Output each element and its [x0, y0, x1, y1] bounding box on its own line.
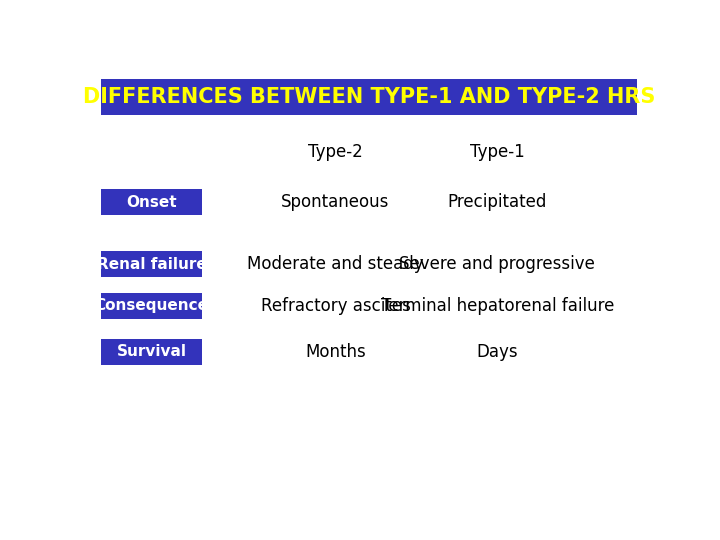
FancyBboxPatch shape [101, 252, 202, 277]
Text: Type-1: Type-1 [470, 143, 525, 161]
Text: Consequence: Consequence [94, 299, 208, 313]
Text: Days: Days [477, 343, 518, 361]
Text: Type-2: Type-2 [308, 143, 363, 161]
FancyBboxPatch shape [101, 293, 202, 319]
Text: Refractory ascites: Refractory ascites [261, 297, 410, 315]
Text: Spontaneous: Spontaneous [282, 193, 390, 211]
FancyBboxPatch shape [101, 339, 202, 364]
FancyBboxPatch shape [101, 79, 637, 114]
Text: Terminal hepatorenal failure: Terminal hepatorenal failure [381, 297, 614, 315]
Text: Onset: Onset [126, 194, 176, 210]
Text: Survival: Survival [117, 344, 186, 359]
Text: DIFFERENCES BETWEEN TYPE-1 AND TYPE-2 HRS: DIFFERENCES BETWEEN TYPE-1 AND TYPE-2 HR… [83, 87, 655, 107]
Text: Months: Months [305, 343, 366, 361]
Text: Precipitated: Precipitated [448, 193, 547, 211]
Text: Moderate and steady: Moderate and steady [247, 255, 424, 273]
Text: Severe and progressive: Severe and progressive [400, 255, 595, 273]
Text: Renal failure: Renal failure [96, 257, 206, 272]
FancyBboxPatch shape [101, 189, 202, 215]
